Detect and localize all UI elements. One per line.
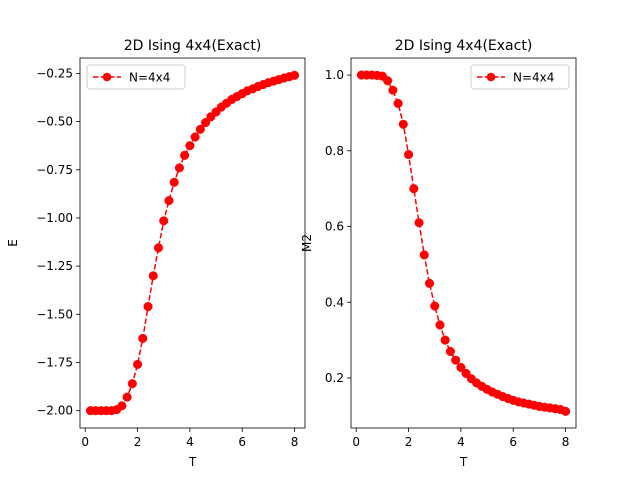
y-tick-label: −0.25 [36,66,73,80]
data-point [451,355,461,365]
y-axis-label: E [6,239,20,247]
data-point [440,335,450,345]
legend: N=4x4 [470,64,570,90]
data-point [138,333,148,343]
data-point [404,150,414,160]
data-point [445,346,455,357]
data-point [435,320,445,330]
y-tick-label: −0.75 [36,163,73,177]
data-point [143,302,153,312]
data-point [148,271,158,281]
y-tick-label: −1.75 [36,355,73,369]
data-point [174,163,184,173]
data-point [133,359,143,369]
data-point [201,118,211,128]
data-point [393,98,403,108]
legend-box [470,64,570,90]
legend-marker [102,72,112,82]
x-tick-label: 6 [509,435,517,449]
data-point [164,196,174,206]
x-tick-label: 4 [186,435,194,449]
data-point [185,141,195,151]
data-point [424,278,435,288]
data-point [180,150,190,160]
y-tick-label: −1.00 [36,211,73,225]
x-tick-label: 2 [405,435,413,449]
data-point [289,70,300,80]
y-tick-label: −1.25 [36,259,73,273]
data-point [153,243,164,253]
plot-frame [79,57,306,429]
data-point [117,401,127,411]
x-tick-label: 0 [352,435,360,449]
data-point [419,250,429,260]
data-point [169,177,179,187]
y-tick-label: −2.00 [36,404,73,418]
legend-box [86,64,186,90]
legend-label: N=4x4 [129,71,170,85]
y-axis-label: M2 [300,234,314,252]
legend-label: N=4x4 [513,71,554,85]
chart-panel-2: 2D Ising 4x4(Exact) 0 2 4 6 8 0.2 0.4 0.6 0.8 1.0 T… [300,38,577,469]
data-point [159,216,169,226]
x-tick-label: 8 [562,435,570,449]
y-tick-label: 0.2 [325,371,344,385]
data-point [195,124,205,134]
x-tick-label: 8 [291,435,299,449]
x-tick-label: 4 [457,435,465,449]
plot-frame [350,57,577,429]
data-point [456,362,466,372]
legend: N=4x4 [86,64,186,90]
series-line [361,74,566,413]
chart-title: 2D Ising 4x4(Exact) [395,38,533,54]
chart-panel-1: 2D Ising 4x4(Exact) 0 2 4 6 8 −2.00 −1.75 −1.50 −… [6,38,306,469]
x-tick-label: 6 [238,435,246,449]
data-point [127,379,137,389]
legend-marker [486,72,496,82]
x-tick-label: 0 [81,435,89,449]
chart-title: 2D Ising 4x4(Exact) [124,38,262,54]
data-point [388,85,398,95]
y-tick-label: 0.6 [325,220,344,234]
data-point [398,119,408,129]
y-tick-label: 0.8 [325,144,344,158]
x-tick-label: 2 [134,435,142,449]
data-point [414,218,424,228]
data-point [122,392,132,402]
y-tick-label: −0.50 [36,115,73,129]
y-tick-label: −1.50 [36,307,73,321]
y-tick-label: 0.4 [325,295,344,309]
data-point [560,406,571,416]
data-point [190,132,200,142]
data-point [383,76,393,86]
series-line [90,74,295,412]
y-tick-label: 1.0 [325,68,344,82]
data-point [409,184,419,194]
x-axis-label: T [459,455,468,469]
x-axis-label: T [188,455,197,469]
data-point [430,301,440,311]
